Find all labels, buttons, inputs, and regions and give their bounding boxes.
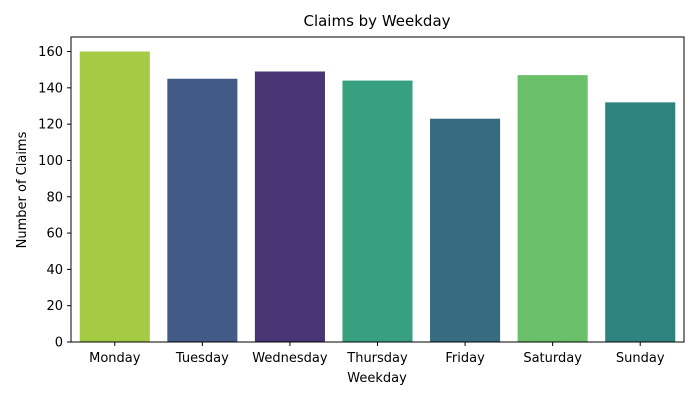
y-tick-label: 0 (55, 336, 63, 351)
bar-sunday (605, 102, 676, 342)
chart-title: Claims by Weekday (303, 12, 450, 30)
bar-wednesday (254, 71, 325, 343)
y-tick-label: 80 (46, 190, 63, 205)
y-tick-label: 160 (38, 45, 63, 60)
y-tick-label: 40 (46, 263, 63, 278)
bar-thursday (342, 80, 413, 342)
bars-group (79, 51, 676, 343)
x-axis-label: Weekday (347, 371, 407, 386)
y-tick-label: 140 (38, 81, 63, 96)
y-tick-label: 120 (38, 118, 63, 133)
y-axis-ticks: 0 20 40 60 80 100 120 140 160 (38, 45, 71, 351)
bar-monday (79, 51, 150, 343)
bar-tuesday (167, 78, 238, 342)
x-axis-ticks: Monday Tuesday Wednesday Thursday Friday Satu… (89, 342, 665, 366)
x-tick-label: Saturday (523, 351, 582, 366)
x-tick-label: Sunday (616, 351, 665, 366)
y-axis-label: Number of Claims (15, 131, 30, 248)
bar-friday (430, 118, 501, 342)
x-tick-label: Thursday (346, 351, 408, 366)
x-tick-label: Wednesday (252, 351, 328, 366)
x-tick-label: Friday (445, 351, 485, 366)
x-tick-label: Tuesday (175, 351, 229, 366)
plot-frame (70, 36, 685, 343)
y-tick-label: 60 (46, 227, 63, 242)
y-tick-label: 100 (38, 154, 63, 169)
bar-saturday (517, 75, 588, 343)
x-tick-label: Monday (89, 351, 141, 366)
y-tick-label: 20 (46, 299, 63, 314)
